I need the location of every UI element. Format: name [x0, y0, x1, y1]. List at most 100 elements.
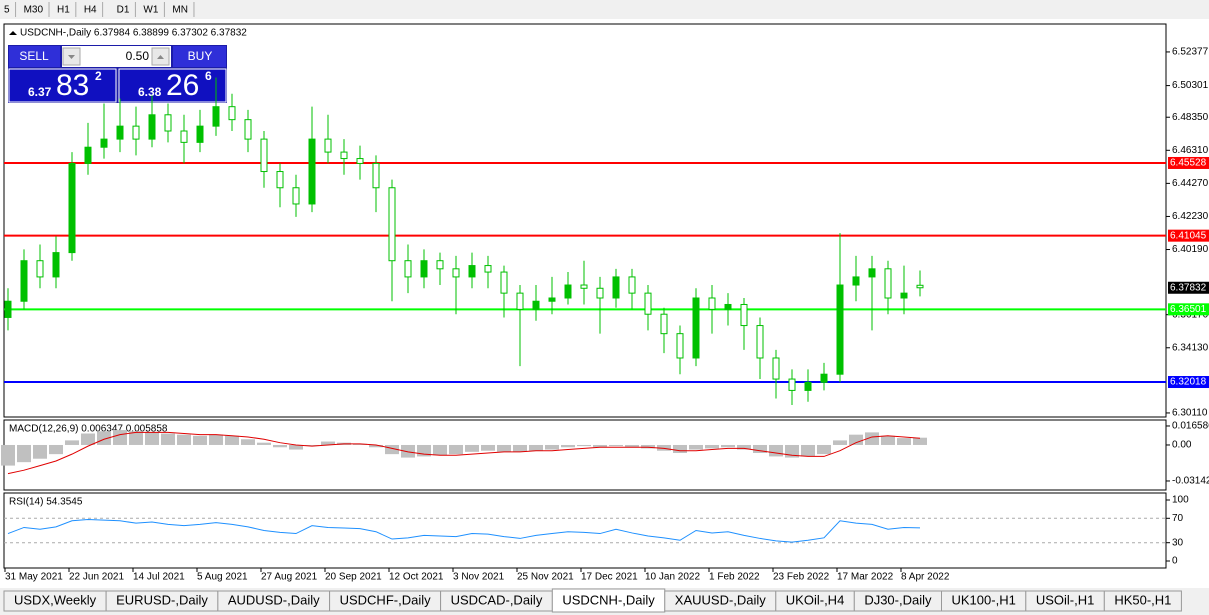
candle-body — [212, 106, 220, 127]
sell-price-box[interactable] — [8, 68, 117, 103]
macd-bar — [385, 444, 399, 455]
current-price-label: 6.37832 — [1170, 282, 1207, 293]
candle-body — [676, 333, 684, 359]
x-tick-label: 5 Aug 2021 — [197, 572, 248, 583]
macd-bar — [241, 439, 255, 445]
timeframe-button[interactable]: MN — [172, 5, 188, 16]
macd-bar — [209, 434, 223, 445]
macd-bar — [321, 441, 335, 445]
down-arrow — [68, 55, 75, 59]
tab-label: UKOil-,H4 — [786, 592, 845, 607]
tab[interactable] — [1103, 590, 1182, 612]
candle-body — [372, 162, 380, 189]
tab-label: UK100-,H1 — [952, 592, 1016, 607]
macd-bar — [49, 444, 63, 455]
x-tick-label: 27 Aug 2021 — [261, 572, 318, 583]
timeframe-button[interactable]: W1 — [143, 5, 158, 16]
x-tick-label: 1 Feb 2022 — [709, 572, 760, 583]
macd-bar — [145, 432, 159, 445]
macd-bar — [113, 430, 127, 445]
macd-bar — [833, 440, 847, 445]
level-label: 6.36501 — [1170, 304, 1207, 315]
y-tick-label: 6.42230 — [1172, 211, 1209, 222]
macd-bar — [289, 444, 303, 450]
candle-body — [788, 378, 796, 391]
collapse-icon[interactable] — [9, 31, 17, 35]
lot-field[interactable] — [62, 46, 171, 67]
macd-bar — [689, 444, 703, 450]
timeframe-button[interactable]: H1 — [57, 5, 70, 16]
level-label: 6.45528 — [1170, 158, 1207, 169]
tab-label: HK50-,H1 — [1114, 592, 1171, 607]
timeframe-button[interactable]: D1 — [117, 5, 130, 16]
candle-body — [612, 276, 620, 299]
candle-body — [404, 260, 412, 278]
candle-body — [692, 297, 700, 359]
y-tick-label: 6.40190 — [1172, 244, 1209, 255]
macd-bar — [481, 444, 495, 451]
macd-bar — [1, 444, 15, 466]
macd-bar — [17, 444, 31, 463]
candle-body — [116, 125, 124, 140]
candle-body — [884, 268, 892, 299]
x-tick-label: 8 Apr 2022 — [901, 572, 950, 583]
macd-bar — [897, 438, 911, 445]
macd-bar — [449, 444, 463, 455]
current-price-tag — [1168, 281, 1209, 294]
sell-main: 83 — [56, 69, 89, 102]
macd-bar — [545, 444, 559, 450]
candle-body — [324, 138, 332, 153]
candle-body — [244, 119, 252, 140]
macd-bar — [497, 444, 511, 452]
tab-label: USDCNH-,Daily — [562, 592, 655, 607]
buy-button[interactable] — [173, 46, 226, 67]
buy-price-box[interactable] — [118, 68, 227, 103]
x-tick-label: 17 Dec 2021 — [581, 572, 638, 583]
macd-bar — [369, 444, 383, 448]
tab-label: USDX,Weekly — [14, 592, 97, 607]
macd-bar — [849, 434, 863, 445]
candle-body — [452, 268, 460, 278]
macd-bar — [465, 444, 479, 452]
macd-bar — [513, 444, 527, 452]
candle-body — [836, 284, 844, 375]
candle-body — [804, 381, 812, 391]
macd-bar — [193, 435, 207, 445]
candle-body — [164, 114, 172, 132]
timeframe-button[interactable]: 5 — [4, 5, 10, 16]
tab-label: DJ30-,Daily — [864, 592, 932, 607]
x-tick-label: 12 Oct 2021 — [389, 572, 444, 583]
level-tag — [1168, 376, 1209, 389]
macd-bar — [593, 444, 607, 448]
rsi-line — [7, 519, 921, 543]
candle-body — [820, 373, 828, 383]
timeframe-button[interactable]: H4 — [84, 5, 97, 16]
timeframe-button[interactable]: M30 — [24, 5, 44, 16]
sell-label: SELL — [19, 49, 49, 63]
candle-body — [500, 271, 508, 294]
sell-button[interactable] — [9, 46, 60, 67]
lot-value: 0.50 — [126, 49, 150, 63]
y-tick-label: 0 — [1172, 556, 1178, 567]
candle-body — [420, 260, 428, 278]
y-tick-label: 0.00 — [1172, 440, 1192, 451]
macd-bar — [417, 444, 431, 457]
candle-body — [900, 292, 908, 299]
candle-body — [740, 303, 748, 327]
candle-body — [276, 171, 284, 189]
macd-bar — [641, 444, 655, 449]
macd-bar — [881, 435, 895, 445]
macd-bar — [721, 444, 735, 448]
y-tick-label: 6.30110 — [1172, 408, 1208, 419]
x-tick-label: 22 Jun 2021 — [69, 572, 124, 583]
level-tag — [1168, 156, 1209, 169]
y-tick-label: 0.016586 — [1172, 421, 1209, 432]
macd-bar — [737, 444, 751, 450]
candle-body — [852, 276, 860, 286]
macd-bar — [401, 444, 415, 458]
candle-body — [132, 125, 140, 140]
candle-body — [148, 114, 156, 140]
macd-bar — [225, 435, 239, 445]
candle-body — [772, 357, 780, 380]
